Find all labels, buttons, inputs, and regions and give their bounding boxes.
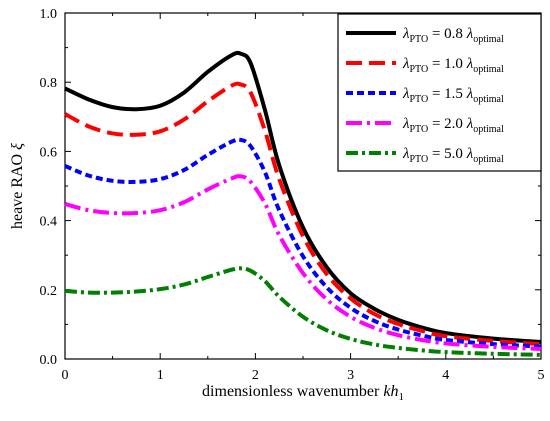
legend-label-4: λPTO = 2.0 λoptimal — [402, 116, 504, 135]
series-line-1 — [64, 50, 542, 345]
y-tick-label: 0.8 — [40, 76, 58, 91]
legend-label-3: λPTO = 1.5 λoptimal — [402, 86, 504, 105]
y-tick-label: 0.4 — [40, 215, 58, 230]
y-tick-label: 1.0 — [40, 7, 58, 22]
series-lines — [64, 50, 542, 357]
x-tick-label: 2 — [252, 368, 259, 383]
x-axis-label: dimensionless wavenumber kh1 — [202, 383, 404, 403]
x-tick-label: 0 — [62, 368, 69, 383]
series-line-3 — [64, 137, 542, 349]
x-tick-label: 3 — [347, 368, 354, 383]
x-tick-label: 4 — [442, 368, 449, 383]
y-tick-label: 0.6 — [40, 145, 58, 160]
series-line-2 — [64, 81, 542, 347]
legend: λPTO = 0.8 λoptimal λPTO = 1.0 λoptimal λP… — [337, 13, 542, 172]
series-line-5 — [64, 266, 542, 357]
series-line-4 — [64, 174, 542, 351]
legend-label-5: λPTO = 5.0 λoptimal — [402, 146, 504, 165]
y-axis-label: heave RAO ξ — [9, 143, 26, 229]
x-tick-labels: 0 1 2 3 4 5 — [62, 368, 545, 383]
y-tick-labels: 0.0 0.2 0.4 0.6 0.8 1.0 — [40, 7, 58, 368]
legend-label-2: λPTO = 1.0 λoptimal — [402, 56, 504, 75]
y-tick-label: 0.0 — [40, 353, 58, 368]
x-tick-label: 5 — [538, 368, 545, 383]
y-tick-label: 0.2 — [40, 284, 58, 299]
legend-label-1: λPTO = 0.8 λoptimal — [402, 26, 504, 45]
x-tick-label: 1 — [157, 368, 164, 383]
